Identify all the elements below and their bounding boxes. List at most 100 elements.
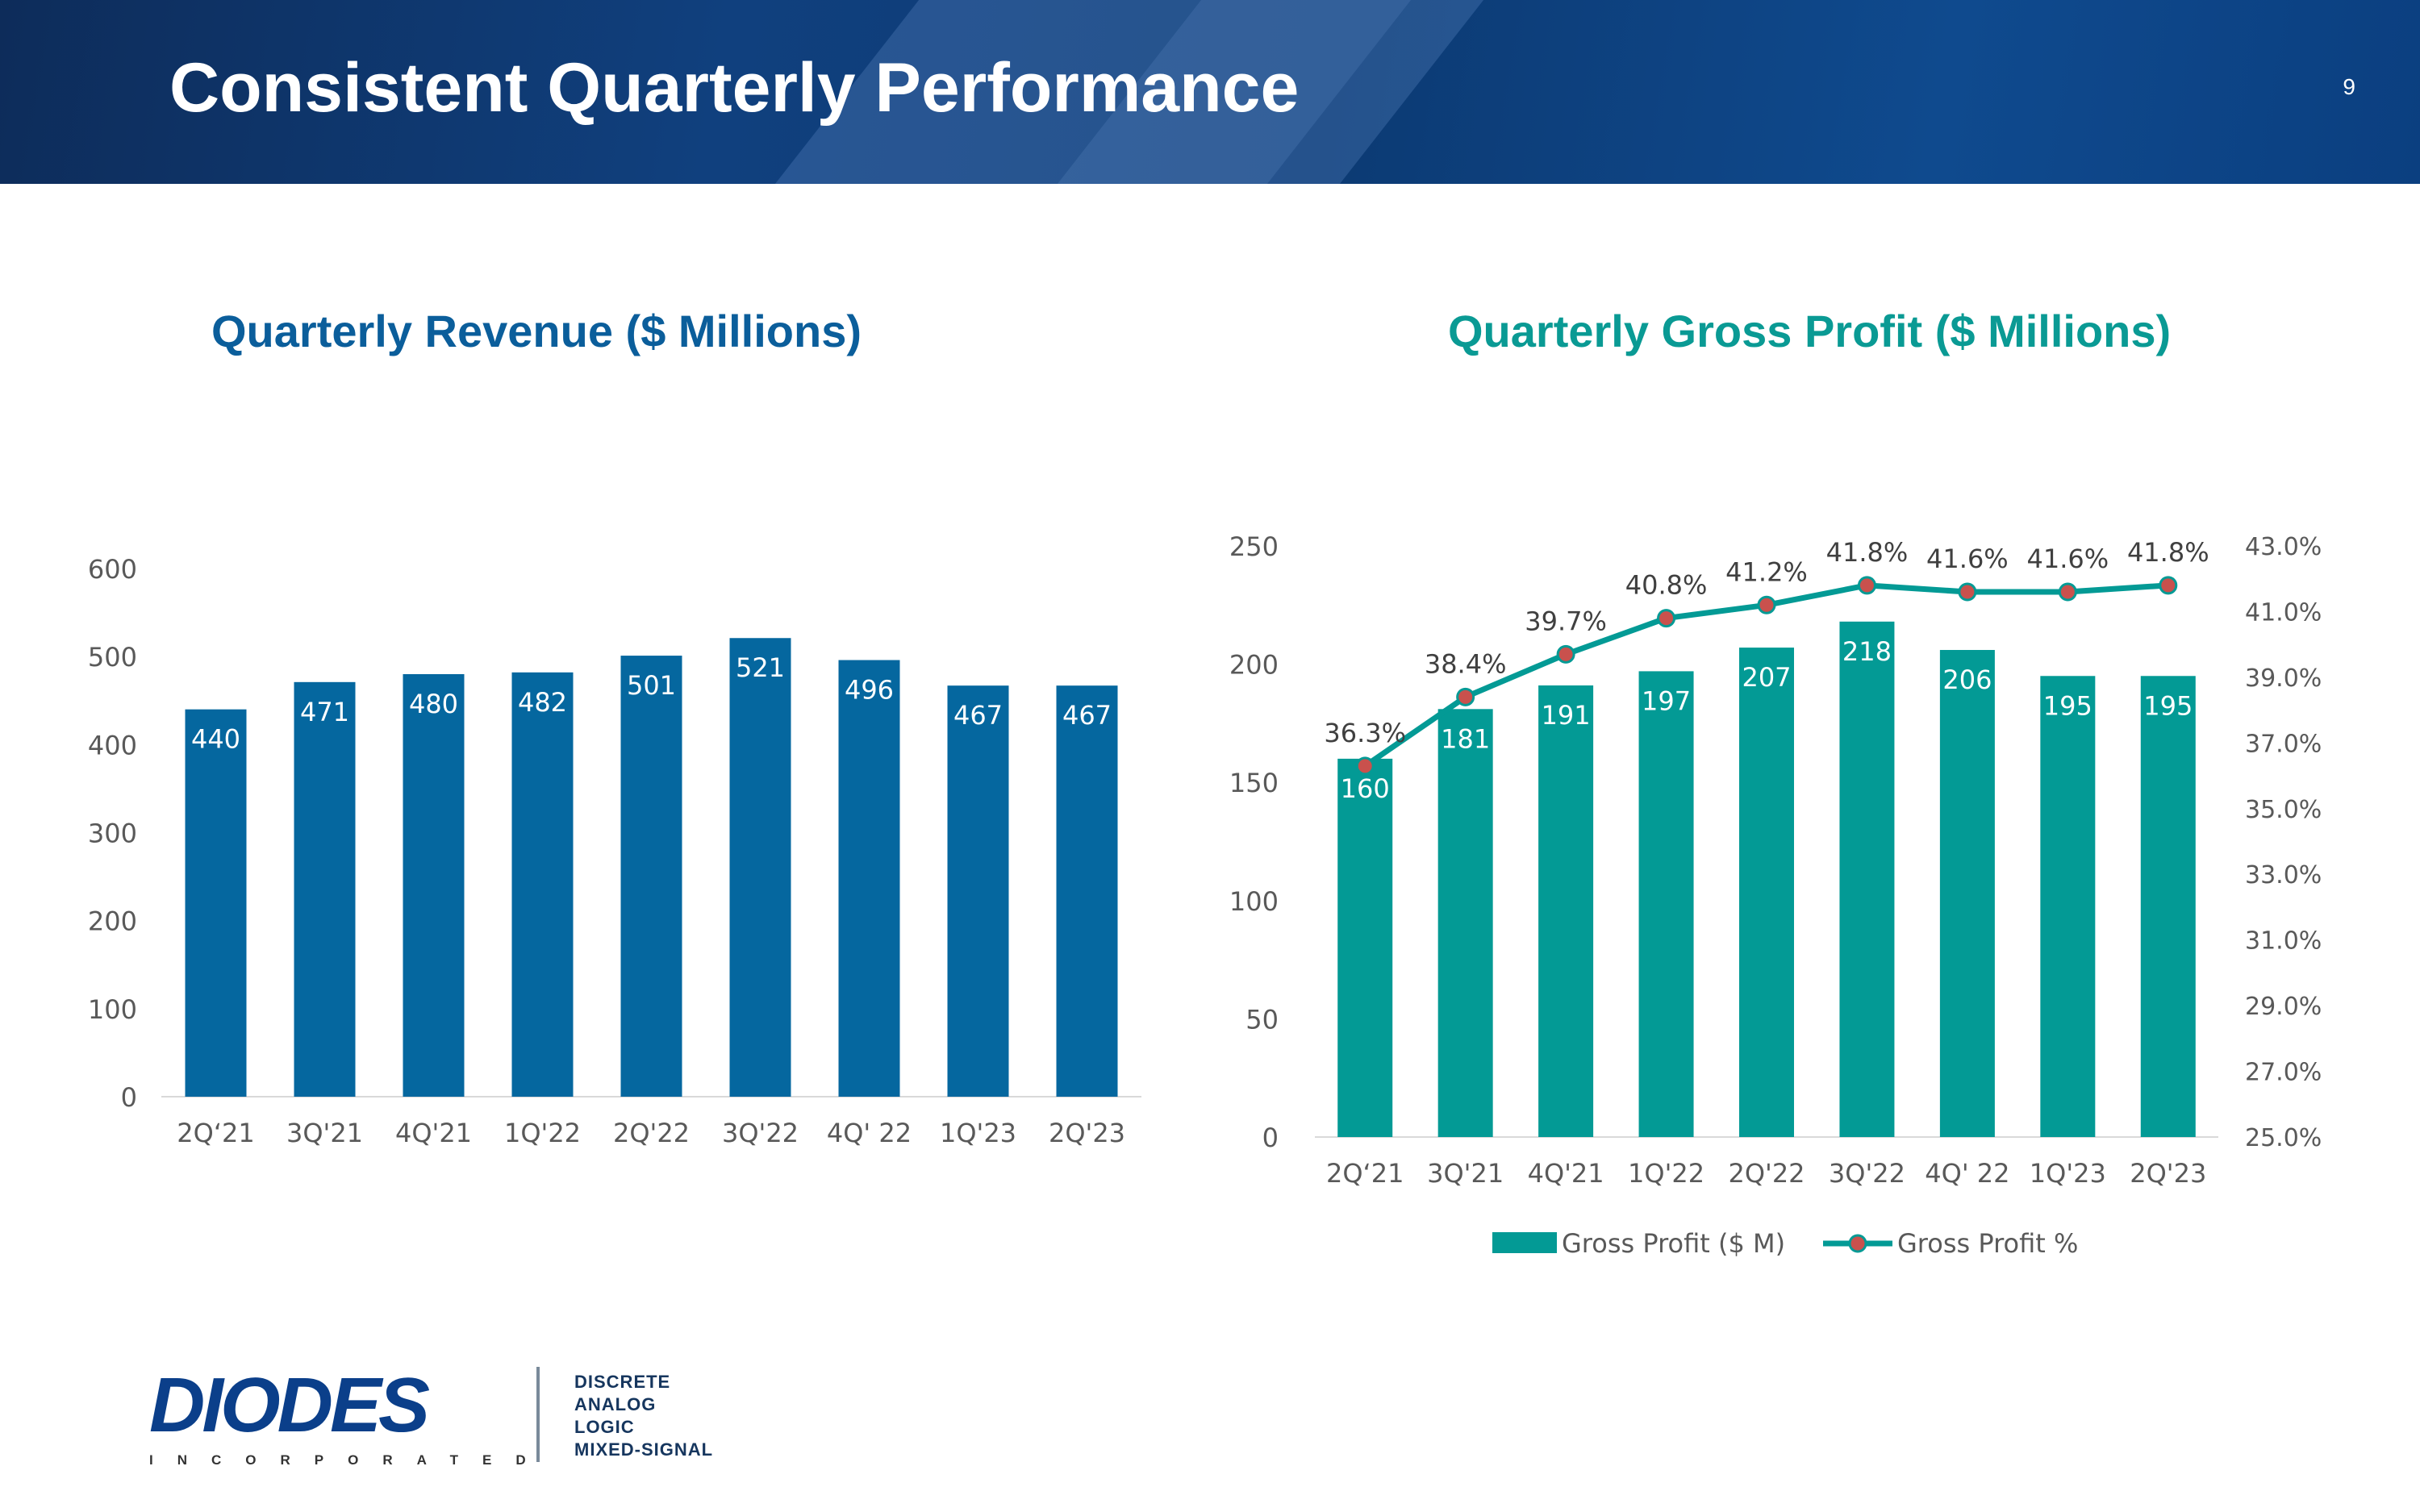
bar-data-label: 195 — [2043, 690, 2092, 721]
revenue-bar — [729, 638, 791, 1097]
x-tick-label: 4Q' 22 — [1925, 1158, 2009, 1189]
tagline-line: MIXED-SIGNAL — [574, 1439, 714, 1460]
x-tick-label: 2Q'23 — [2130, 1158, 2206, 1189]
line-data-label: 38.4% — [1425, 648, 1507, 679]
gross-profit-bar — [1638, 671, 1694, 1137]
y-tick-label: 200 — [88, 906, 137, 937]
bar-data-label: 181 — [1441, 723, 1490, 754]
gross-profit-bar — [1538, 685, 1594, 1137]
page-number: 9 — [2343, 74, 2355, 99]
legend-bar-swatch — [1492, 1232, 1557, 1253]
revenue-chart-title: Quarterly Revenue ($ Millions) — [211, 306, 862, 356]
revenue-bar — [620, 656, 682, 1097]
y-right-tick-label: 33.0% — [2245, 861, 2322, 889]
y-right-tick-label: 37.0% — [2245, 730, 2322, 758]
gross-profit-bar — [2140, 676, 2196, 1137]
line-point — [1657, 609, 1676, 628]
logo-tagline: DISCRETE ANALOG LOGIC MIXED-SIGNAL — [574, 1371, 713, 1461]
logo-wordmark: DIODES — [149, 1362, 430, 1448]
revenue-bar — [1056, 685, 1118, 1097]
bar-data-label: 160 — [1341, 773, 1390, 804]
line-point — [1757, 595, 1776, 614]
revenue-chart: 0 100 200 300 400 500 600 440 2Q‘21 471 3Q'21 480 4Q… — [88, 554, 1141, 1148]
legend-label: Gross Profit % — [1897, 1228, 2078, 1259]
y-left-tick-label: 0 — [1262, 1123, 1279, 1153]
y-right-tick-label: 29.0% — [2245, 993, 2322, 1021]
y-right-tick-label: 39.0% — [2245, 664, 2322, 693]
bar-data-label: 480 — [409, 689, 458, 719]
y-tick-label: 0 — [121, 1082, 137, 1113]
y-tick-label: 500 — [88, 642, 137, 673]
revenue-bar — [511, 672, 574, 1097]
logo-divider — [536, 1367, 540, 1462]
x-tick-label: 3Q'22 — [722, 1118, 799, 1148]
x-tick-label: 1Q'23 — [2030, 1158, 2106, 1189]
bar-data-label: 206 — [1942, 664, 1992, 695]
y-left-tick-label: 150 — [1229, 768, 1279, 798]
tagline-line: ANALOG — [574, 1394, 657, 1414]
line-data-label: 41.8% — [1826, 537, 1909, 568]
y-left-tick-label: 50 — [1245, 1004, 1279, 1035]
x-tick-label: 1Q'22 — [1628, 1158, 1704, 1189]
bar-data-label: 467 — [953, 700, 1003, 731]
y-right-tick-label: 43.0% — [2245, 533, 2322, 561]
y-right-tick-label: 27.0% — [2245, 1059, 2322, 1087]
line-point — [2159, 576, 2178, 595]
x-tick-label: 2Q'22 — [613, 1118, 690, 1148]
x-tick-label: 2Q‘21 — [1326, 1158, 1404, 1189]
bar-data-label: 191 — [1542, 700, 1591, 731]
y-tick-label: 300 — [88, 818, 137, 849]
bar-data-label: 496 — [845, 675, 894, 706]
header-banner: Consistent Quarterly Performance 9 — [0, 0, 2420, 184]
y-right-tick-label: 25.0% — [2245, 1124, 2322, 1152]
gross-profit-bar — [1839, 621, 1895, 1137]
line-data-label: 41.2% — [1725, 556, 1808, 587]
gross-profit-bar — [1739, 648, 1794, 1137]
revenue-bar — [294, 681, 356, 1097]
y-right-tick-label: 41.0% — [2245, 598, 2322, 627]
bar-data-label: 218 — [1842, 636, 1892, 667]
gross-profit-chart-title: Quarterly Gross Profit ($ Millions) — [1448, 306, 2172, 356]
x-tick-label: 4Q'21 — [1528, 1158, 1604, 1189]
line-point — [2058, 582, 2077, 602]
y-tick-label: 400 — [88, 730, 137, 760]
x-tick-label: 4Q'21 — [395, 1118, 472, 1148]
legend-line-marker — [1848, 1234, 1867, 1253]
revenue-bar — [947, 685, 1009, 1097]
line-data-label: 36.3% — [1324, 718, 1406, 748]
x-tick-label: 2Q'22 — [1728, 1158, 1805, 1189]
gross-profit-chart: 0 50 100 150 200 250 25.0% 27.0% 29.0% 31.0% 33.0%… — [1229, 531, 2322, 1259]
tagline-line: LOGIC — [574, 1417, 635, 1437]
gross-profit-bar — [1337, 758, 1393, 1137]
bar-data-label: 197 — [1642, 685, 1691, 716]
bar-data-label: 501 — [627, 670, 676, 701]
x-tick-label: 3Q'21 — [286, 1118, 363, 1148]
bar-data-label: 521 — [736, 652, 785, 683]
x-tick-label: 2Q‘21 — [177, 1118, 254, 1148]
legend-label: Gross Profit ($ M) — [1562, 1228, 1785, 1259]
y-left-tick-label: 250 — [1229, 531, 1279, 562]
revenue-bar — [838, 660, 900, 1097]
line-data-label: 41.6% — [1926, 544, 2009, 574]
y-right-tick-label: 35.0% — [2245, 796, 2322, 824]
bar-data-label: 471 — [300, 697, 349, 727]
x-tick-label: 1Q'22 — [504, 1118, 581, 1148]
line-point — [1355, 756, 1375, 776]
x-tick-label: 2Q'23 — [1049, 1118, 1125, 1148]
y-tick-label: 600 — [88, 554, 137, 585]
line-point — [1958, 582, 1977, 602]
y-tick-label: 100 — [88, 994, 137, 1025]
line-data-label: 41.6% — [2027, 544, 2109, 574]
line-point — [1556, 644, 1575, 664]
gross-profit-bar — [1939, 650, 1995, 1137]
line-data-label: 40.8% — [1625, 570, 1708, 601]
bar-data-label: 207 — [1742, 662, 1791, 693]
bar-data-label: 482 — [518, 687, 567, 718]
bar-data-label: 195 — [2143, 690, 2193, 721]
line-data-label: 39.7% — [1525, 606, 1607, 636]
y-left-tick-label: 100 — [1229, 886, 1279, 917]
revenue-bar — [185, 709, 247, 1097]
bar-data-label: 467 — [1062, 700, 1112, 731]
gross-profit-bar — [1437, 709, 1493, 1137]
y-left-tick-label: 200 — [1229, 650, 1279, 681]
